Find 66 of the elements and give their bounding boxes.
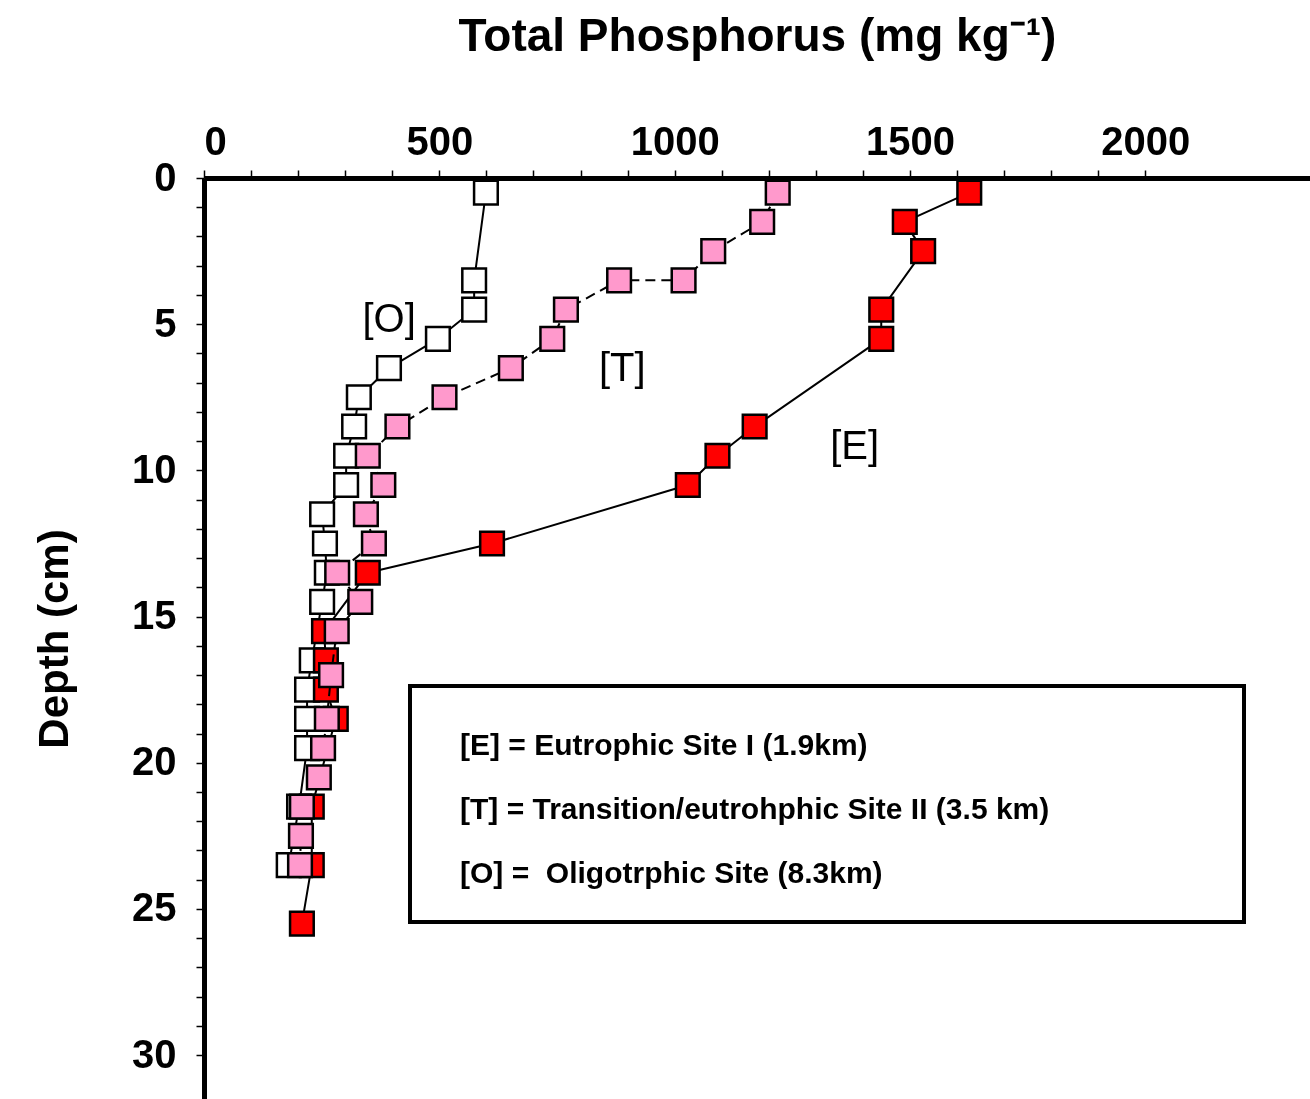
point [305,764,332,791]
point [478,530,506,557]
point [741,413,768,440]
y-tick-label: 5 [154,300,177,345]
x-axis-title: Total Phosphorus (mg kg⁻¹) [458,8,1057,61]
point [461,267,488,294]
point [868,325,895,352]
annotation: [O] = Oligotrphic Site (8.3km) [460,856,883,890]
point [313,705,340,732]
x-tick-label: 0 [204,118,227,163]
y-axis-title: Depth (cm) [30,529,78,749]
y-tick-label: 25 [132,885,177,930]
point [956,179,983,206]
point [288,910,315,937]
point [674,471,701,499]
point [868,296,895,323]
x-tick-label: 1000 [630,118,720,163]
point [424,325,451,352]
point [333,471,360,499]
point [472,179,499,206]
point [370,471,397,499]
point [354,442,381,469]
point [700,238,727,265]
point [287,822,315,849]
point [345,384,372,411]
series-label: [T] [598,344,646,389]
point [309,501,336,528]
point [749,208,776,235]
point [384,413,411,440]
point [347,588,374,616]
annotation: [E] = Eutrophic Site I (1.9km) [460,728,868,762]
point [286,852,314,879]
point [764,179,791,206]
point [309,735,337,762]
point [606,267,633,294]
point [910,238,937,265]
point [323,618,350,645]
series-label: [E] [830,422,880,467]
point [670,267,697,294]
point [324,559,351,586]
point [497,354,524,382]
text-box: [E] = Eutrophic Site I (1.9km) [T] = Transition/eutrohphic Site II (3.5 km) [O] = Oligotrphic Site (8.3km) [408,684,1246,924]
point [317,661,345,689]
point [539,325,566,352]
point [431,384,458,411]
x-tick-label: 1500 [865,118,955,163]
point [375,354,403,382]
point [352,501,379,528]
point [354,559,381,586]
point [309,588,336,616]
series-label: [O] [362,295,416,340]
y-tick-label: 20 [132,739,177,784]
y-tick-label: 15 [132,593,177,638]
y-tick-label: 10 [132,446,177,491]
x-tick-label: 2000 [1101,118,1191,163]
point [461,296,488,323]
point [341,413,368,440]
point [311,530,339,557]
point [552,296,579,323]
x-tick-label: 500 [406,118,474,163]
point [891,208,918,235]
y-tick-label: 30 [132,1031,177,1076]
y-tick-label: 0 [154,154,177,199]
annotation: [T] = Transition/eutrohphic Site II (3.5 km) [460,792,1050,826]
point [360,530,387,557]
point [704,442,731,469]
